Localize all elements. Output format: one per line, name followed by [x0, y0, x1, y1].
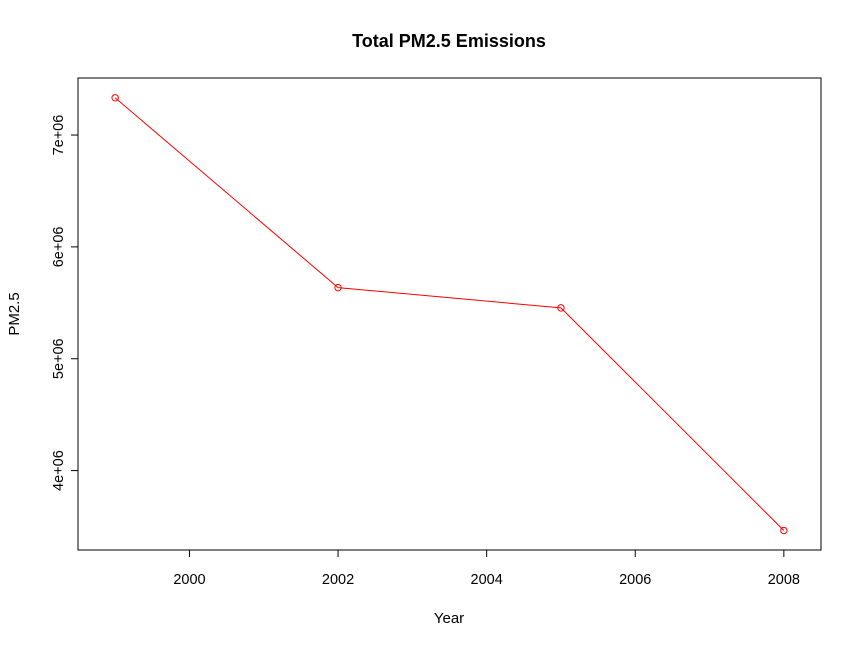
x-tick-label: 2006 [619, 572, 651, 588]
x-tick-label: 2004 [471, 572, 503, 588]
data-point [334, 283, 342, 292]
y-tick-label: 6e+06 [51, 227, 67, 268]
y-axis: 4e+06 5e+06 6e+06 7e+06 [51, 115, 79, 491]
y-tick-label: 4e+06 [51, 450, 67, 491]
x-axis-title: Year [434, 610, 464, 627]
series-layer [111, 94, 788, 535]
data-point [111, 94, 119, 102]
chart-title: Total PM2.5 Emissions [352, 31, 546, 51]
data-point [557, 304, 565, 312]
y-tick-label: 5e+06 [51, 338, 67, 379]
x-tick-label: 2008 [768, 572, 800, 588]
y-tick-label: 7e+06 [51, 115, 67, 156]
x-tick-label: 2002 [322, 572, 354, 588]
x-tick-label: 2000 [173, 572, 205, 588]
x-axis: 2000 2002 2004 2006 2008 [173, 549, 800, 588]
series-line [114, 97, 785, 531]
data-point [780, 526, 788, 535]
y-axis-title: PM2.5 [6, 292, 23, 335]
